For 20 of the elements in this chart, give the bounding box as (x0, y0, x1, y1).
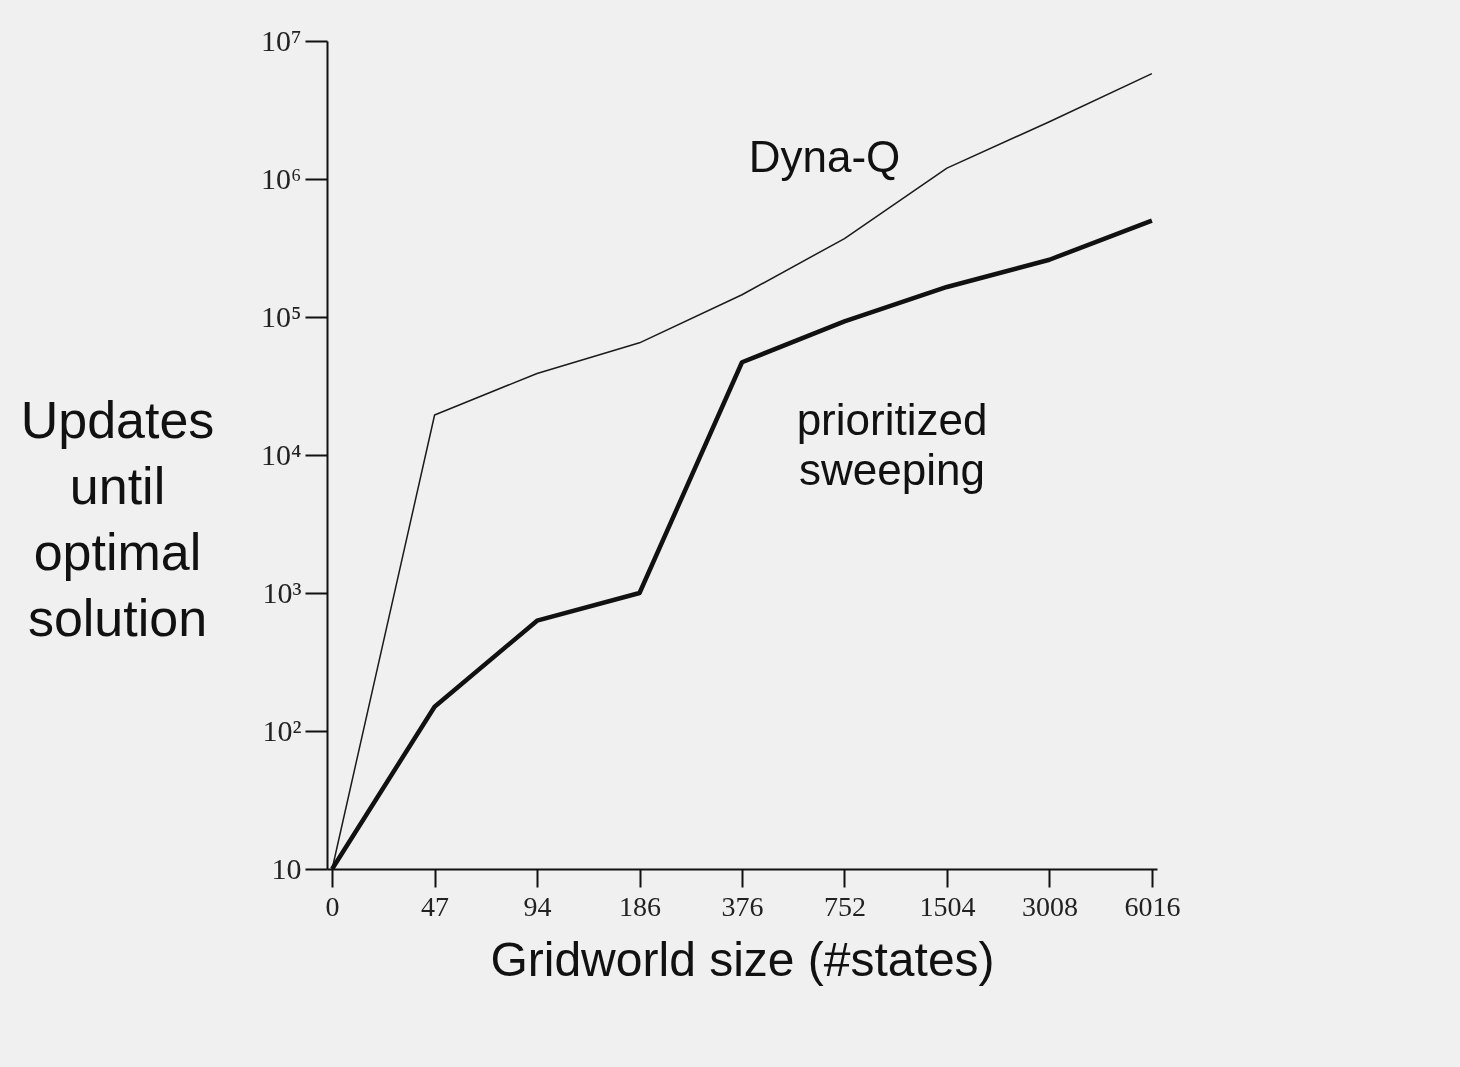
series-label: Dyna-Q (748, 131, 901, 181)
y-tick-label: 10⁷ (261, 23, 302, 57)
x-tick-label: 1504 (919, 890, 976, 922)
series-label: prioritized sweeping (796, 395, 988, 495)
y-axis-title: Updates until optimal solution (20, 390, 215, 647)
y-tick-label: 10³ (262, 575, 302, 609)
x-tick-label: 94 (523, 890, 552, 922)
x-axis-title: Gridworld size (#states) (490, 932, 995, 986)
y-tick-label: 10⁴ (261, 437, 302, 471)
x-tick-label: 0 (325, 890, 340, 922)
x-tick-label: 752 (823, 890, 866, 922)
x-tick-label: 47 (421, 890, 450, 922)
x-tick-label: 186 (619, 890, 662, 922)
y-tick-label: 10² (262, 713, 302, 747)
x-tick-label: 376 (721, 890, 764, 922)
y-tick-label: 10⁵ (261, 299, 302, 333)
y-tick-label: 10⁶ (261, 161, 302, 195)
y-tick-label: 10 (271, 851, 302, 885)
x-tick-label: 3008 (1021, 890, 1078, 922)
x-tick-label: 6016 (1124, 890, 1181, 922)
